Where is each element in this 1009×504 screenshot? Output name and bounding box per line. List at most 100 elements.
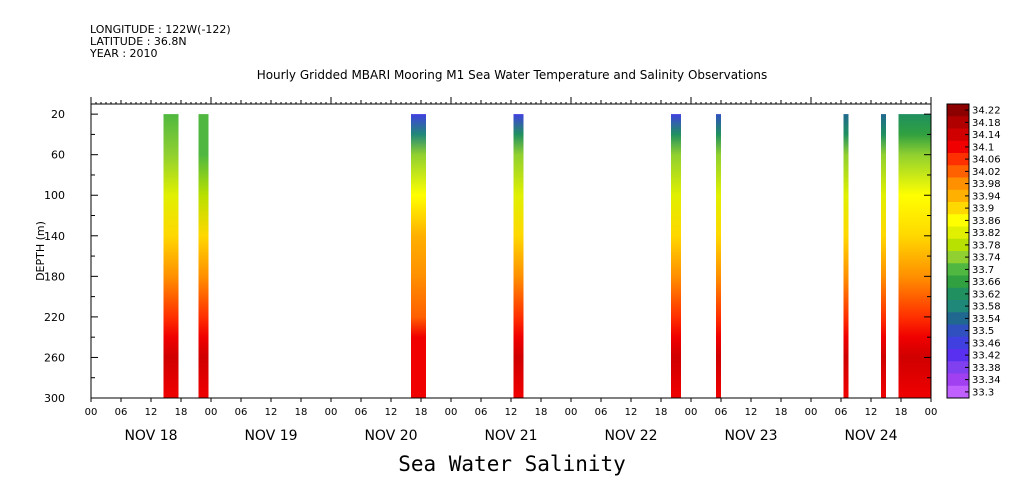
data-column [671,114,681,398]
colorbar-swatch [947,275,969,289]
y-tick-label: 60 [51,149,65,162]
colorbar-label: 33.54 [972,314,1001,325]
bottom-title: Sea Water Salinity [398,452,626,476]
day-label: NOV 18 [124,428,177,444]
colorbar-swatch [947,177,969,191]
colorbar-swatch [947,251,969,264]
colorbar-label: 34.1 [972,142,994,153]
colorbar-swatch [947,312,969,325]
colorbar-label: 33.46 [972,338,1001,349]
x-tick-label: 12 [745,407,758,418]
x-tick-label: 00 [925,407,938,418]
colorbar-swatch [947,140,969,154]
x-tick-label: 06 [715,407,728,418]
y-tick-label: 180 [44,270,65,283]
latitude-label: LATITUDE : 36.8N [90,35,187,48]
longitude-label: LONGITUDE : 122W(-122) [90,23,231,36]
x-tick-label: 18 [775,407,788,418]
colorbar-swatch [947,165,969,178]
x-tick-label: 18 [175,407,188,418]
y-tick-label: 100 [44,189,65,202]
day-label: NOV 19 [244,428,297,444]
x-tick-label: 12 [625,407,638,418]
colorbar-swatch [947,361,969,374]
colorbar-label: 34.14 [972,130,1001,141]
day-label: NOV 21 [484,428,537,444]
colorbar-swatch [947,373,969,387]
y-tick-label: 260 [44,351,65,364]
colorbar-label: 33.5 [972,326,994,337]
colorbar-label: 33.42 [972,351,1001,362]
data-column [163,114,179,398]
colorbar-label: 34.02 [972,167,1001,178]
colorbar-label: 33.86 [972,216,1001,227]
colorbar-swatch [947,300,969,313]
colorbar-label: 34.22 [972,106,1001,117]
x-tick-label: 06 [115,407,128,418]
colorbar-swatch [947,287,969,301]
plot-frame [90,103,932,399]
colorbar-swatch [947,336,969,350]
x-tick-label: 18 [295,407,308,418]
year-label: YEAR : 2010 [90,47,158,60]
axes: 00 06 12 18 00 06 12 18 00 06 12 18 00 06 12 18 00 06 12 18… [44,97,937,444]
x-tick-label: 12 [385,407,398,418]
x-tick-label: 18 [895,407,908,418]
x-tick-label: 06 [835,407,848,418]
y-tick-label: 300 [44,392,65,405]
colorbar-label: 33.3 [972,387,994,398]
colorbar-swatch [947,238,969,252]
day-label: NOV 22 [604,428,657,444]
x-tick-label: 00 [325,407,338,418]
data-column [198,114,209,398]
y-axis-label: DEPTH (m) [34,221,47,281]
colorbar-swatch [947,104,969,117]
colorbar-label: 33.74 [972,253,1001,264]
y-tick-label: 220 [44,311,65,324]
colorbar-label: 33.94 [972,191,1001,202]
colorbar-label: 33.58 [972,302,1001,313]
colorbar-swatch [947,153,969,166]
colorbar-label: 34.18 [972,118,1001,129]
y-tick-label: 140 [44,230,65,243]
x-tick-label: 12 [505,407,518,418]
colorbar-swatch [947,226,969,240]
colorbar-swatch [947,349,969,362]
colorbar-frame [946,103,970,399]
day-label: NOV 24 [844,428,897,444]
x-tick-label: 12 [265,407,278,418]
colorbar-label: 33.9 [972,204,994,215]
x-tick-label: 12 [865,407,878,418]
x-tick-label: 00 [205,407,218,418]
colorbar-swatch [947,189,969,203]
data-column [411,114,426,398]
data-column [716,114,721,398]
data-column [843,114,849,398]
data-column [898,114,931,398]
colorbar-label: 33.66 [972,277,1001,288]
data-columns [163,114,931,398]
x-tick-label: 06 [355,407,368,418]
colorbar-swatch [947,202,969,215]
colorbar-swatch [947,385,969,399]
day-label: NOV 23 [724,428,777,444]
colorbar-label: 33.98 [972,179,1001,190]
x-tick-label: 00 [685,407,698,418]
colorbar-swatch [947,214,969,227]
x-tick-label: 00 [565,407,578,418]
x-tick-label: 18 [655,407,668,418]
x-tick-label: 06 [475,407,488,418]
x-tick-label: 00 [445,407,458,418]
colorbar-swatch [947,116,969,129]
colorbar-label: 34.06 [972,155,1001,166]
colorbar-swatch [947,324,969,338]
x-tick-label: 12 [145,407,158,418]
colorbar-swatch [947,263,969,276]
day-label: NOV 20 [364,428,417,444]
x-tick-label: 18 [415,407,428,418]
x-tick-label: 06 [235,407,248,418]
data-column [881,114,886,398]
